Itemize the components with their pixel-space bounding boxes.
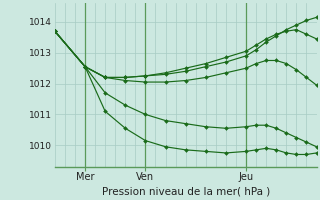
X-axis label: Pression niveau de la mer( hPa ): Pression niveau de la mer( hPa ) <box>101 187 270 197</box>
